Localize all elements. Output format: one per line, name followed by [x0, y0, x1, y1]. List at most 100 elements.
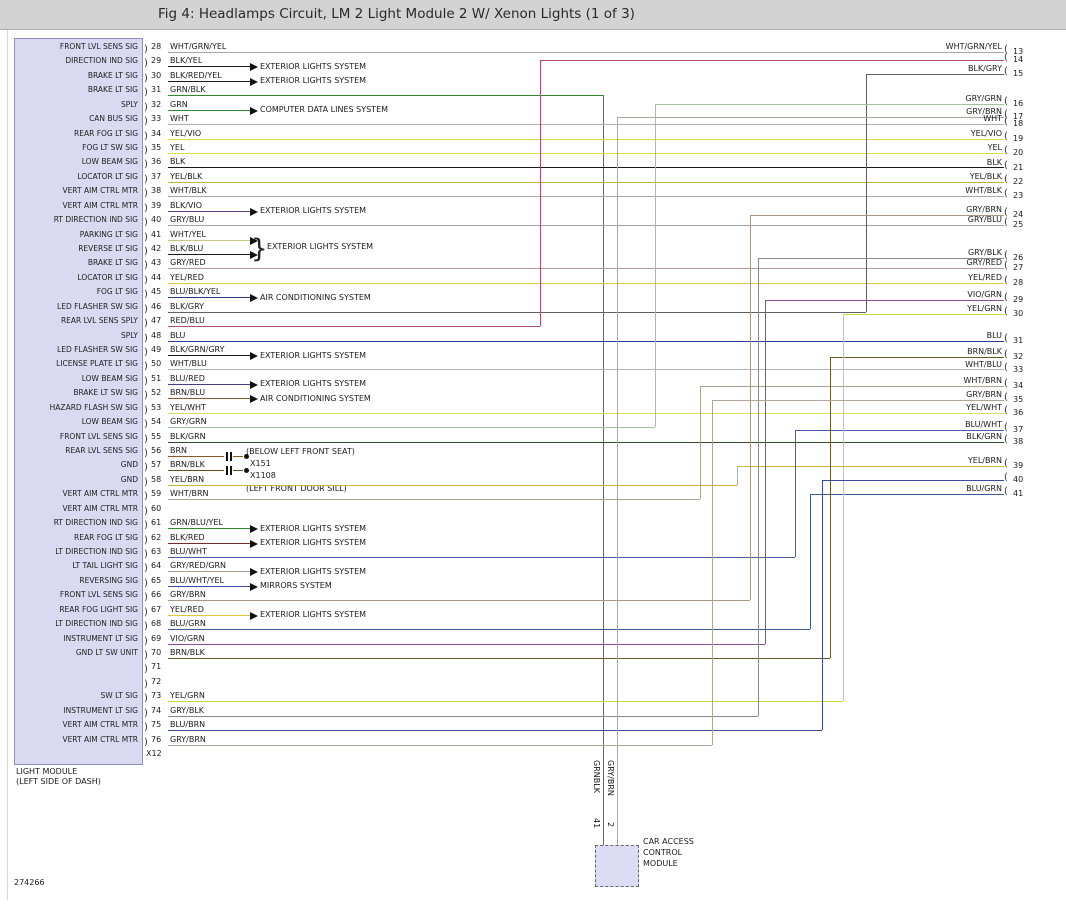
left-signal-label: REVERSE LT SIG	[78, 244, 138, 254]
system-label: EXTERIOR LIGHTS SYSTEM	[260, 350, 367, 360]
left-pin-bracket: )	[144, 101, 148, 113]
wire-segment	[168, 542, 250, 544]
wire-color-label: WHT/BLK	[170, 186, 207, 196]
left-pin-bracket: )	[144, 520, 148, 532]
wire-segment	[168, 340, 1004, 342]
wire-segment	[168, 715, 758, 717]
left-signal-label: VERT AIM CTRL MTR	[62, 720, 138, 730]
right-pin-number: 25	[1013, 220, 1024, 230]
left-pin-bracket: )	[144, 678, 148, 690]
wire-segment	[168, 701, 843, 703]
wire-segment	[168, 254, 250, 256]
left-pin-number: 66	[151, 590, 162, 600]
wire-color-label: BLU/GRN	[170, 619, 206, 629]
wire-vertical	[700, 386, 701, 500]
left-pin-bracket: )	[144, 361, 148, 373]
wire-color-label: YEL/WHT	[170, 402, 206, 412]
right-pin-bracket: (	[1004, 332, 1008, 344]
left-pin-bracket: )	[144, 303, 148, 315]
right-wire-color-label: YEL/RED	[968, 272, 1002, 282]
left-pin-bracket: )	[144, 635, 148, 647]
left-pin-number: 57	[151, 460, 162, 470]
left-signal-label: LT DIRECTION IND SIG	[55, 547, 138, 557]
title-bar: Fig 4: Headlamps Circuit, LM 2 Light Mod…	[0, 0, 1066, 30]
left-pin-bracket: )	[144, 347, 148, 359]
right-wire-color-label: GRY/RED	[966, 258, 1002, 268]
right-wire-color-label: YEL/WHT	[966, 402, 1002, 412]
wire-color-label: GRY/GRN	[170, 417, 207, 427]
right-pin-number: 39	[1013, 461, 1024, 470]
left-pin-number: 59	[151, 489, 162, 499]
left-pin-number: 76	[151, 734, 162, 744]
ground-connector-icon	[230, 466, 232, 476]
wire-segment	[168, 225, 1004, 227]
right-pin-number: 13	[1013, 47, 1024, 56]
arrowhead-icon	[250, 525, 258, 534]
wire-segment	[168, 557, 795, 559]
left-signal-label: FRONT LVL SENS SIG	[59, 42, 138, 51]
right-pin-bracket: (	[1004, 96, 1008, 107]
right-pin-number: 32	[1013, 352, 1024, 361]
system-label: EXTERIOR LIGHTS SYSTEM	[260, 566, 367, 576]
left-pin-number: 38	[151, 186, 162, 196]
right-wire-color-label: BRN/BLK	[967, 347, 1002, 356]
wire-segment	[822, 480, 1004, 481]
right-wire-color-label: BLU	[986, 330, 1002, 340]
left-pin-number: 44	[151, 272, 162, 282]
wire-segment	[168, 585, 250, 587]
wire-segment	[168, 499, 700, 501]
left-signal-label: RT DIRECTION IND SIG	[53, 518, 138, 528]
right-wire-color-label: WHT	[983, 114, 1002, 124]
left-signal-label: GND	[120, 474, 138, 484]
wire-segment	[168, 153, 1004, 154]
wire-segment	[168, 744, 712, 746]
right-pin-number: 29	[1013, 295, 1024, 304]
wire-color-label: YEL/RED	[170, 272, 204, 282]
right-wire-color-label: WHT/BLU	[965, 359, 1002, 369]
wire-segment	[540, 60, 1004, 61]
left-pin-number: 71	[151, 662, 162, 672]
right-wire-color-label: GRY/BLU	[967, 215, 1002, 225]
right-wire-color-label: GRY/BLK	[967, 248, 1002, 257]
wire-segment	[168, 643, 765, 645]
arrowhead-icon	[250, 294, 258, 303]
wire-segment	[168, 614, 250, 616]
wire-color-label: BLU/WHT/YEL	[170, 575, 225, 585]
right-wire-color-label: YEL/GRN	[967, 304, 1002, 313]
right-pin-number: 30	[1013, 309, 1024, 318]
wire-segment	[168, 427, 655, 429]
left-pin-number: 58	[151, 474, 162, 484]
arrowhead-icon	[250, 539, 258, 548]
left-signal-label: LT TAIL LIGHT SIG	[72, 561, 138, 571]
wire-color-label: BLK/YEL	[170, 56, 203, 66]
ground-connector-icon	[226, 452, 228, 462]
right-pin-number: 14	[1013, 55, 1024, 64]
left-pin-number: 73	[151, 691, 162, 701]
left-pin-number: 52	[151, 388, 162, 398]
left-pin-number: 60	[151, 503, 162, 513]
right-pin-bracket: (	[1004, 44, 1008, 55]
left-pin-bracket: )	[144, 606, 148, 618]
system-label: AIR CONDITIONING SYSTEM	[260, 393, 371, 403]
wire-segment	[168, 167, 1004, 169]
wire-color-label: BLK/RED/YEL	[170, 70, 222, 80]
right-pin-bracket: (	[1004, 116, 1008, 128]
arrowhead-icon	[250, 77, 258, 86]
right-wire-color-label: GRY/BRN	[966, 390, 1002, 399]
wire-segment	[168, 181, 1004, 183]
right-pin-bracket: (	[1004, 274, 1008, 286]
right-pin-number: 18	[1013, 119, 1024, 129]
wire-vertical	[866, 74, 867, 312]
left-pin-number: 47	[151, 316, 162, 326]
left-pin-bracket: )	[144, 390, 148, 402]
ground-connector-icon	[226, 466, 228, 476]
left-pin-bracket: )	[144, 505, 148, 517]
left-signal-label: LT DIRECTION IND SIG	[55, 619, 138, 629]
right-pin-bracket: (	[1004, 458, 1008, 469]
wire-segment	[168, 398, 250, 400]
wire-vertical	[795, 430, 796, 558]
wire-segment	[795, 430, 1004, 431]
left-pin-number: 41	[151, 229, 162, 239]
system-label: EXTERIOR LIGHTS SYSTEM	[260, 61, 367, 71]
page-border	[7, 30, 8, 900]
